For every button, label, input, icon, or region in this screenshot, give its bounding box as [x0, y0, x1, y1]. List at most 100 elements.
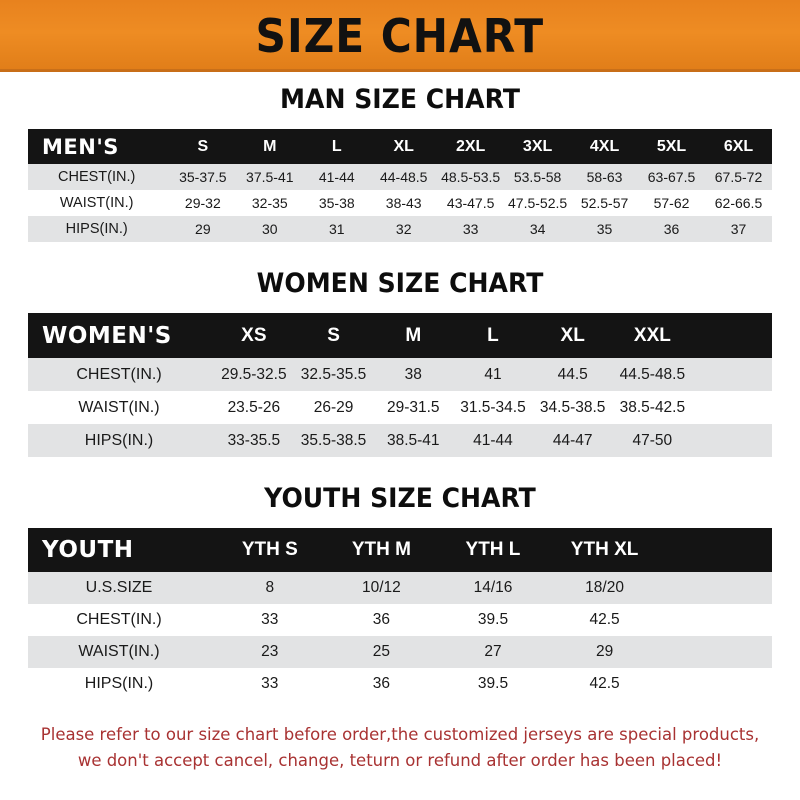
measurement-cell — [660, 636, 772, 668]
table-men-table: MEN'S S M L XL 2XL 3XL 4XL 5XL 6XL CHEST(IN.) 35-37… — [28, 129, 772, 242]
table-row: CHEST(IN.) 29.5-32.5 32.5-35.5 38 41 44.5 44.5… — [28, 358, 772, 391]
measurement-cell: 63-67.5 — [647, 169, 696, 185]
measurement-cell: 44-47 — [552, 431, 593, 449]
size-chart-sections: MAN SIZE CHART MEN'S S M L XL 2XL 3XL 4XL 5XL 6XL C… — [0, 84, 800, 700]
measurement-cell — [692, 424, 772, 457]
measurement-cell: 34.5-38.5 — [539, 398, 606, 416]
measurement-cell: 29 — [595, 643, 614, 660]
column-header: YTH M — [351, 539, 411, 560]
column-header: XS — [241, 324, 267, 346]
column-header: 3XL — [522, 137, 553, 155]
measurement-cell: 67.5-72 — [714, 169, 763, 185]
measurement-cell — [660, 604, 772, 636]
measurement-cell: 41-44 — [318, 169, 355, 185]
table-row: WAIST(IN.) 29-32 32-35 35-38 38-43 43-47.5 47.… — [28, 190, 772, 216]
measurement-cell: 48.5-53.5 — [441, 169, 501, 185]
measurement-cell: 8 — [265, 579, 275, 596]
table-row: WAIST(IN.) 23 25 27 29 — [28, 636, 772, 668]
measurement-cell: 18/20 — [585, 579, 624, 596]
measurement-cell: 35.5-38.5 — [300, 431, 367, 449]
header-row-label: MEN'S — [42, 134, 119, 159]
row-label: HIPS(IN.) — [84, 675, 154, 692]
column-header: YTH L — [465, 539, 521, 560]
measurement-cell: 39.5 — [477, 675, 509, 692]
page-title: SIZE CHART — [255, 9, 545, 63]
column-header: S — [327, 324, 340, 346]
column-header: 6XL — [723, 137, 754, 155]
measurement-cell: 42.5 — [589, 611, 620, 628]
measurement-cell: 32 — [395, 221, 412, 237]
measurement-cell: 33 — [261, 675, 279, 692]
measurement-cell: 29-32 — [184, 195, 221, 211]
column-header: 5XL — [656, 137, 687, 155]
measurement-cell: 29-31.5 — [386, 398, 440, 416]
measurement-cell: 32-35 — [251, 195, 288, 211]
table-row: CHEST(IN.) 35-37.5 37.5-41 41-44 44-48.5 48.5… — [28, 164, 772, 190]
footer-line-1: Please refer to our size chart before or… — [40, 725, 760, 745]
column-header: L — [487, 324, 499, 346]
measurement-cell: 44-48.5 — [379, 169, 428, 185]
column-header: 4XL — [589, 137, 620, 155]
measurement-cell: 14/16 — [473, 579, 513, 596]
header-row-label: YOUTH — [42, 537, 134, 563]
table-header-row: MEN'S S M L XL 2XL 3XL 4XL 5XL 6XL — [28, 129, 772, 164]
measurement-cell — [692, 391, 772, 424]
measurement-cell — [660, 668, 772, 700]
measurement-cell: 43-47.5 — [446, 195, 495, 211]
measurement-cell: 53.5-58 — [513, 169, 562, 185]
header-row-label: WOMEN'S — [42, 322, 172, 349]
column-header: XXL — [633, 324, 671, 346]
measurement-cell: 25 — [372, 643, 391, 660]
column-header: S — [197, 137, 209, 155]
measurement-cell: 44.5-48.5 — [619, 365, 686, 383]
table-row: HIPS(IN.) 33 36 39.5 42.5 — [28, 668, 772, 700]
measurement-cell: 36 — [663, 221, 680, 237]
table-header-row: YOUTH YTH S YTH M YTH L YTH XL — [28, 528, 772, 572]
row-label: WAIST(IN.) — [78, 643, 160, 660]
measurement-cell: 47-50 — [632, 431, 673, 449]
table-row: CHEST(IN.) 33 36 39.5 42.5 — [28, 604, 772, 636]
footer-disclaimer: Please refer to our size chart before or… — [31, 722, 768, 775]
row-label: CHEST(IN.) — [76, 611, 162, 628]
row-label: CHEST(IN.) — [58, 169, 136, 185]
page-banner: SIZE CHART — [0, 0, 800, 72]
column-header: XL — [560, 324, 585, 346]
measurement-cell: 44.5 — [557, 365, 588, 383]
measurement-cell: 47.5-52.5 — [508, 195, 568, 211]
table-header-row: WOMEN'S XS S M L XL XXL — [28, 313, 772, 358]
measurement-cell: 33 — [261, 611, 279, 628]
measurement-cell — [660, 572, 772, 604]
measurement-cell: 33-35.5 — [227, 431, 281, 449]
row-label: CHEST(IN.) — [76, 365, 162, 383]
column-header — [660, 528, 772, 572]
column-header: 2XL — [455, 137, 486, 155]
measurement-cell: 33 — [462, 221, 479, 237]
measurement-cell: 52.5-57 — [580, 195, 629, 211]
table-row: HIPS(IN.) 33-35.5 35.5-38.5 38.5-41 41-44 44-… — [28, 424, 772, 457]
measurement-cell: 32.5-35.5 — [300, 365, 367, 383]
measurement-cell: 38.5-42.5 — [619, 398, 686, 416]
table-row: HIPS(IN.) 29 30 31 32 33 34 35 36 37 — [28, 216, 772, 242]
row-label: U.S.SIZE — [85, 579, 153, 596]
measurement-cell — [692, 358, 772, 391]
measurement-cell: 31.5-34.5 — [460, 398, 526, 416]
table-youth-table: YOUTH YTH S YTH M YTH L YTH XL U.S.SIZE 8 10/12… — [28, 528, 772, 700]
measurement-cell: 23.5-26 — [227, 398, 281, 416]
measurement-cell: 38.5-41 — [386, 431, 440, 449]
column-header — [692, 313, 772, 358]
row-label: HIPS(IN.) — [65, 221, 128, 237]
measurement-cell: 29.5-32.5 — [221, 365, 287, 383]
measurement-cell: 58-63 — [586, 169, 623, 185]
column-header: M — [405, 324, 422, 346]
table-row: U.S.SIZE 8 10/12 14/16 18/20 — [28, 572, 772, 604]
measurement-cell: 38-43 — [385, 195, 422, 211]
section-title-men-table: MAN SIZE CHART — [280, 84, 520, 115]
measurement-cell: 31 — [328, 221, 345, 237]
measurement-cell: 41-44 — [473, 431, 513, 449]
measurement-cell: 62-66.5 — [714, 195, 763, 211]
measurement-cell: 27 — [484, 643, 502, 660]
measurement-cell: 37.5-41 — [246, 169, 294, 185]
column-header: L — [331, 137, 342, 155]
measurement-cell: 42.5 — [589, 675, 620, 692]
measurement-cell: 35-38 — [318, 195, 355, 211]
